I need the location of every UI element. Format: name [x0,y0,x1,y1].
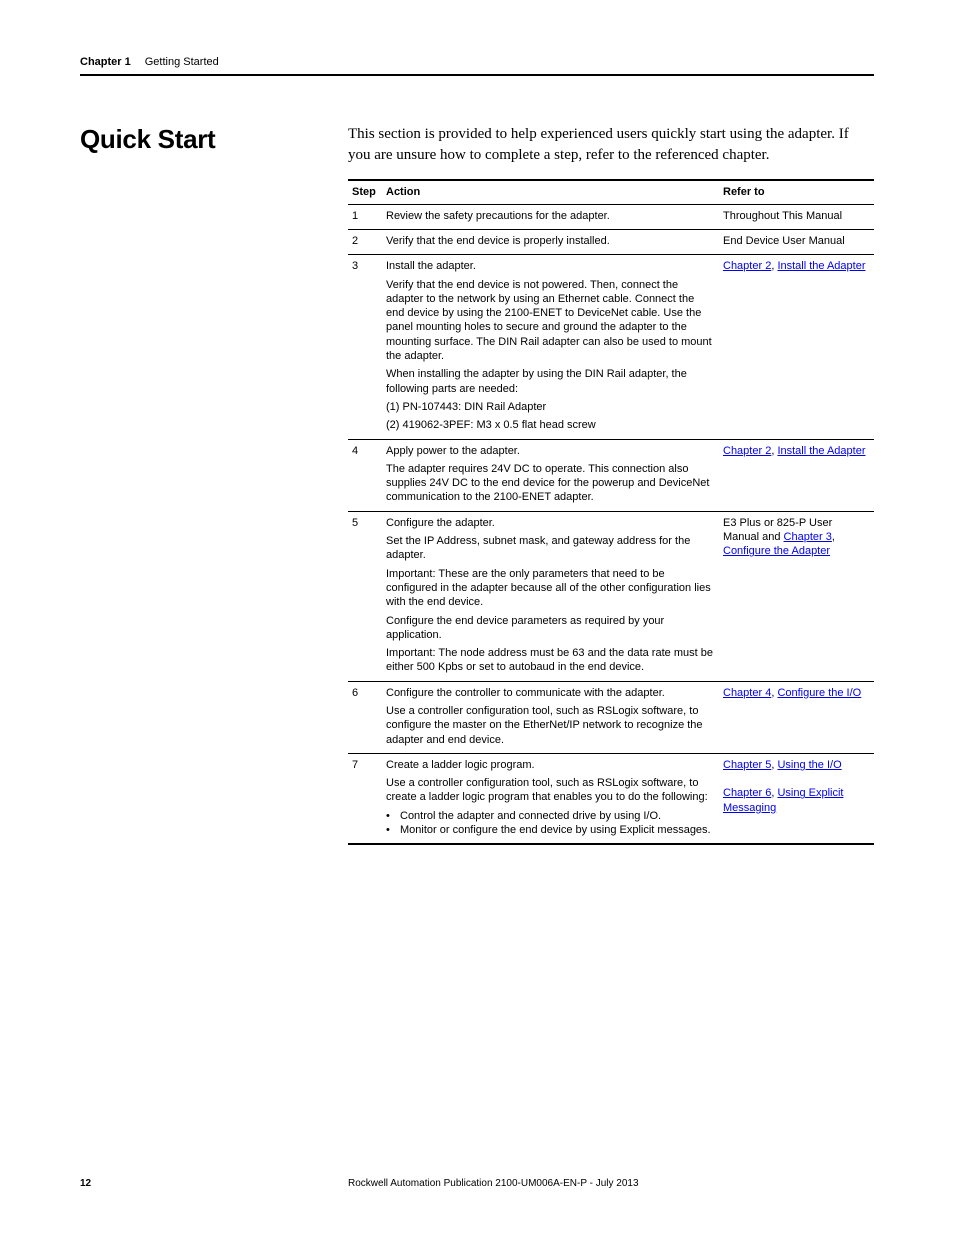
cell-action: Configure the controller to communicate … [382,681,719,753]
reference-link[interactable]: Configure the I/O [777,687,861,699]
action-text: Important: These are the only parameters… [386,567,715,610]
cell-action: Apply power to the adapter. The adapter r… [382,439,719,511]
action-text: When installing the adapter by using the… [386,367,715,396]
reference-link[interactable]: Configure the Adapter [723,545,830,557]
cell-action: Configure the adapter. Set the IP Address… [382,511,719,681]
cell-refer: Chapter 2, Install the Adapter [719,255,874,439]
page-number: 12 [80,1178,348,1189]
action-text: Verify that the end device is properly i… [386,234,715,248]
page-header: Chapter 1 Getting Started [80,56,874,76]
cell-action: Review the safety precautions for the ad… [382,204,719,229]
action-text: Review the safety precautions for the ad… [386,209,715,223]
chapter-label: Chapter 1 [80,56,131,68]
intro-text: This section is provided to help experie… [348,124,874,165]
reference-link[interactable]: Chapter 6 [723,787,771,799]
action-text: Use a controller configuration tool, suc… [386,776,715,805]
bullet-item: •Monitor or configure the end device by … [386,823,715,837]
bullet-text: Monitor or configure the end device by u… [400,823,711,837]
bullet-list: •Control the adapter and connected drive… [386,809,715,838]
table-row: 7 Create a ladder logic program. Use a con… [348,753,874,844]
table-row: 1 Review the safety precautions for the a… [348,204,874,229]
cell-step: 4 [348,439,382,511]
cell-step: 6 [348,681,382,753]
action-text: Apply power to the adapter. [386,444,715,458]
action-text: Configure the adapter. [386,516,715,530]
table-row: 4 Apply power to the adapter. The adapter … [348,439,874,511]
table-row: 6 Configure the controller to communicate… [348,681,874,753]
reference-link[interactable]: Install the Adapter [777,260,865,272]
action-text: Important: The node address must be 63 a… [386,646,715,675]
cell-refer: End Device User Manual [719,229,874,254]
cell-step: 1 [348,204,382,229]
th-action: Action [382,180,719,204]
cell-refer: Throughout This Manual [719,204,874,229]
cell-step: 3 [348,255,382,439]
cell-step: 2 [348,229,382,254]
table-row: 3 Install the adapter. Verify that the end… [348,255,874,439]
table-row: 5 Configure the adapter. Set the IP Addres… [348,511,874,681]
bullet-dot-icon: • [386,823,400,837]
action-text: The adapter requires 24V DC to operate. … [386,462,715,505]
cell-action: Install the adapter. Verify that the end … [382,255,719,439]
reference-link[interactable]: Chapter 5 [723,759,771,771]
reference-link[interactable]: Chapter 3 [784,531,832,543]
cell-step: 5 [348,511,382,681]
reference-link[interactable]: Using the I/O [777,759,841,771]
cell-refer: Chapter 2, Install the Adapter [719,439,874,511]
action-text: Install the adapter. [386,259,715,273]
quickstart-table: Step Action Refer to 1 Review the safety … [348,179,874,845]
cell-refer: Chapter 5, Using the I/OChapter 6, Using… [719,753,874,844]
th-refer: Refer to [719,180,874,204]
reference-link[interactable]: Chapter 2 [723,260,771,272]
action-text: Use a controller configuration tool, suc… [386,704,715,747]
reference-link[interactable]: Chapter 2 [723,445,771,457]
reference-text: End Device User Manual [723,235,845,247]
action-text: Configure the controller to communicate … [386,686,715,700]
action-text: Set the IP Address, subnet mask, and gat… [386,534,715,563]
cell-refer: Chapter 4, Configure the I/O [719,681,874,753]
bullet-item: •Control the adapter and connected drive… [386,809,715,823]
reference-link[interactable]: Chapter 4 [723,687,771,699]
section-title: Quick Start [80,124,348,155]
action-text: Verify that the end device is not powere… [386,278,715,364]
action-text: Configure the end device parameters as r… [386,614,715,643]
cell-step: 7 [348,753,382,844]
reference-link[interactable]: Install the Adapter [777,445,865,457]
bullet-text: Control the adapter and connected drive … [400,809,661,823]
bullet-dot-icon: • [386,809,400,823]
action-text: (1) PN-107443: DIN Rail Adapter [386,400,715,414]
reference-text: , [832,531,835,543]
action-text: Create a ladder logic program. [386,758,715,772]
chapter-title: Getting Started [145,56,219,68]
cell-action: Verify that the end device is properly i… [382,229,719,254]
action-text: (2) 419062-3PEF: M3 x 0.5 flat head scre… [386,418,715,432]
th-step: Step [348,180,382,204]
cell-refer: E3 Plus or 825-P User Manual and Chapter… [719,511,874,681]
cell-action: Create a ladder logic program. Use a cont… [382,753,719,844]
publication-info: Rockwell Automation Publication 2100-UM0… [348,1178,874,1189]
page-footer: 12 Rockwell Automation Publication 2100-… [0,1178,954,1189]
reference-text: Throughout This Manual [723,210,842,222]
table-row: 2 Verify that the end device is properly … [348,229,874,254]
